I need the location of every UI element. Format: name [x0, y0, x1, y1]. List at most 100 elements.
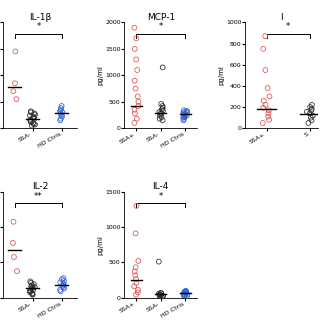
Point	[157, 116, 162, 121]
Point	[184, 110, 189, 116]
Point	[136, 99, 141, 104]
Point	[29, 291, 35, 296]
Point	[184, 290, 189, 295]
Point	[156, 291, 161, 296]
Point	[132, 78, 137, 83]
Point	[60, 284, 65, 289]
Point	[60, 277, 65, 282]
Title: I: I	[280, 12, 283, 22]
Point	[265, 85, 270, 91]
Point	[28, 284, 34, 289]
Text: *: *	[36, 22, 41, 31]
Point	[184, 113, 189, 118]
Point	[28, 279, 33, 284]
Point	[157, 109, 162, 114]
Point	[30, 292, 35, 297]
Point	[263, 34, 268, 39]
Point	[157, 292, 163, 297]
Point	[181, 108, 187, 113]
Point	[29, 283, 35, 288]
Text: *: *	[286, 22, 290, 31]
Point	[158, 292, 163, 298]
Point	[181, 116, 187, 122]
Point	[14, 268, 20, 274]
Point	[133, 231, 138, 236]
Text: *: *	[159, 192, 163, 201]
Point	[60, 114, 65, 119]
Point	[261, 105, 266, 110]
Point	[158, 294, 163, 299]
Point	[134, 36, 139, 41]
Point	[185, 109, 190, 114]
Point	[184, 293, 189, 299]
Point	[11, 219, 16, 224]
Point	[58, 107, 63, 112]
Point	[159, 107, 164, 112]
Y-axis label: pg/ml: pg/ml	[219, 65, 225, 85]
Point	[28, 288, 33, 293]
Point	[182, 114, 187, 119]
Point	[132, 269, 137, 274]
Point	[132, 111, 138, 116]
Point	[61, 284, 66, 290]
Point	[133, 265, 138, 270]
Point	[132, 25, 137, 30]
Point	[12, 81, 18, 86]
Point	[29, 123, 35, 128]
Point	[30, 115, 36, 120]
Point	[260, 120, 265, 125]
Point	[60, 110, 65, 115]
Point	[59, 103, 64, 108]
Point	[58, 118, 63, 123]
Point	[61, 286, 67, 291]
Point	[59, 106, 64, 111]
Point	[308, 105, 313, 110]
Point	[30, 292, 35, 297]
Point	[61, 281, 66, 286]
Point	[28, 290, 33, 295]
Title: IL-1β: IL-1β	[29, 12, 51, 22]
Point	[30, 120, 36, 125]
Point	[160, 103, 165, 108]
Point	[184, 108, 189, 113]
Point	[58, 116, 63, 121]
Point	[134, 203, 139, 208]
Point	[263, 68, 268, 73]
Point	[133, 277, 139, 282]
Point	[160, 118, 165, 123]
Point	[132, 273, 138, 278]
Point	[309, 102, 315, 108]
Point	[182, 112, 187, 117]
Point	[184, 290, 189, 295]
Point	[182, 294, 187, 299]
Point	[181, 118, 186, 123]
Point	[61, 278, 67, 284]
Point	[182, 114, 187, 119]
Point	[31, 282, 36, 287]
Point	[136, 258, 141, 263]
Point	[132, 107, 137, 112]
Point	[158, 110, 164, 116]
Point	[159, 115, 164, 120]
Point	[132, 120, 137, 125]
Point	[133, 292, 139, 297]
Point	[160, 65, 165, 70]
Point	[58, 111, 63, 116]
Point	[160, 108, 165, 113]
Point	[132, 284, 137, 289]
Point	[32, 112, 37, 117]
Point	[11, 89, 16, 94]
Point	[158, 111, 164, 116]
Point	[136, 103, 141, 108]
Point	[135, 94, 140, 99]
Point	[182, 112, 187, 117]
Point	[135, 290, 140, 295]
Point	[156, 259, 161, 264]
Point	[58, 287, 63, 292]
Text: **: **	[34, 192, 43, 201]
Point	[182, 289, 187, 294]
Point	[261, 46, 266, 52]
Point	[10, 240, 15, 245]
Point	[183, 291, 188, 296]
Point	[58, 280, 63, 285]
